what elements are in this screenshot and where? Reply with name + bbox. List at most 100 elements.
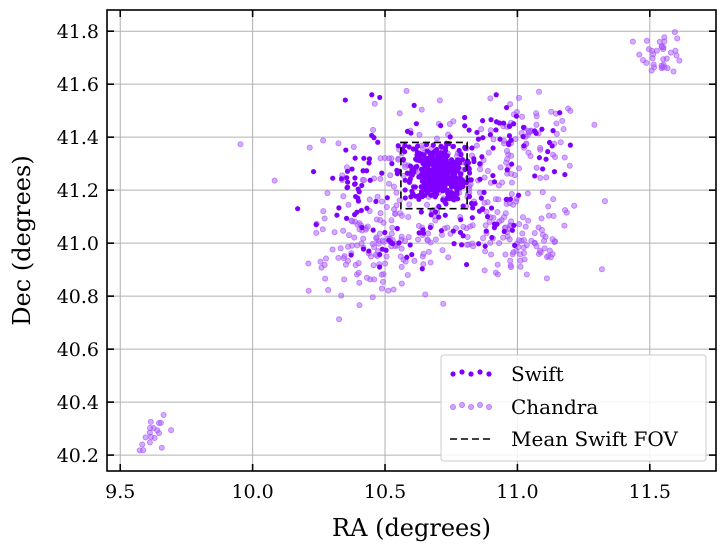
y-tick-label: 40.8 (57, 286, 99, 308)
swift-point (444, 153, 451, 159)
chandra-point (363, 274, 370, 281)
swift-point (466, 193, 473, 200)
chandra-point (658, 43, 665, 50)
swift-point (480, 206, 486, 212)
chandra-point (503, 148, 510, 155)
swift-point (359, 182, 365, 189)
swift-point (313, 222, 319, 228)
chandra-point (321, 215, 328, 222)
swift-point (402, 142, 408, 148)
swift-point (366, 248, 372, 254)
chandra-point (506, 236, 513, 243)
chandra-point (320, 137, 327, 144)
chandra-point (482, 248, 489, 255)
overlay-shapes (400, 141, 468, 210)
y-tick-label: 41.0 (57, 233, 99, 255)
swift-point (430, 142, 436, 148)
chandra-point (567, 107, 574, 114)
chandra-point (494, 208, 501, 215)
legend-swift-dot (468, 371, 474, 377)
swift-point (431, 149, 437, 155)
chandra-point (559, 117, 566, 124)
chandra-point (560, 126, 567, 133)
chandra-point (371, 244, 378, 251)
chandra-point (383, 253, 390, 260)
chandra-point (516, 165, 523, 172)
swift-point (409, 251, 415, 258)
swift-point (458, 175, 464, 182)
swift-point (353, 193, 359, 200)
chandra-point (524, 190, 531, 197)
swift-point (364, 205, 370, 211)
swift-point (504, 167, 510, 173)
swift-point (452, 177, 459, 183)
chandra-point (537, 144, 544, 151)
swift-point (356, 189, 362, 195)
swift-point (438, 144, 445, 150)
chandra-point (667, 49, 674, 56)
chandra-point (650, 61, 657, 68)
swift-point (352, 211, 358, 218)
swift-point (543, 156, 549, 162)
swift-point (343, 147, 349, 153)
chandra-point (405, 213, 412, 220)
swift-point (438, 228, 445, 234)
swift-point (476, 241, 482, 247)
swift-point (484, 214, 491, 220)
chandra-point (484, 168, 491, 175)
chandra-point (515, 237, 522, 244)
legend-chandra-marker (449, 401, 492, 410)
swift-point (344, 185, 350, 191)
swift-point (416, 157, 422, 164)
chandra-point (369, 294, 376, 301)
swift-point (459, 157, 466, 163)
swift-point (477, 161, 483, 167)
y-tick-label: 40.6 (57, 339, 99, 361)
swift-point (377, 251, 383, 258)
chandra-point (405, 234, 412, 241)
swift-point (512, 242, 518, 248)
swift-point (481, 189, 487, 195)
chandra-point (503, 159, 510, 166)
chandra-point (525, 217, 532, 224)
chandra-point (338, 292, 345, 299)
chandra-point (537, 174, 544, 181)
chandra-point (361, 177, 368, 184)
chandra-point (390, 286, 397, 293)
swift-point (488, 205, 495, 211)
chandra-point (422, 291, 429, 298)
swift-point (420, 160, 426, 167)
chandra-point (671, 29, 678, 36)
swift-point (436, 154, 442, 160)
chandra-point (325, 287, 332, 294)
swift-point (450, 228, 456, 234)
chandra-point (160, 411, 167, 418)
chandra-point (640, 57, 647, 64)
plot-frame (106, 9, 717, 472)
chandra-point (383, 204, 390, 211)
swift-point (532, 173, 538, 179)
chandra-point (553, 130, 560, 137)
swift-point (422, 192, 428, 198)
chandra-point (341, 276, 348, 283)
swift-point (520, 124, 527, 131)
chandra-point (378, 271, 385, 278)
chandra-point (561, 154, 568, 161)
swift-point (442, 212, 448, 218)
chandra-point (545, 203, 552, 210)
chandra-point (381, 154, 388, 161)
swift-point (389, 161, 395, 167)
chandra-point (598, 266, 605, 273)
chandra-point (566, 162, 573, 169)
swift-point (456, 147, 462, 154)
chandra-point (541, 245, 548, 252)
chandra-point (306, 144, 313, 151)
legend-swift-label: Swift (511, 362, 564, 386)
legend-swift-dot (477, 369, 483, 375)
swift-point (338, 176, 345, 182)
swift-point (513, 113, 520, 119)
chandra-point (487, 127, 494, 134)
swift-point (452, 162, 458, 169)
chandra-point (305, 287, 312, 294)
